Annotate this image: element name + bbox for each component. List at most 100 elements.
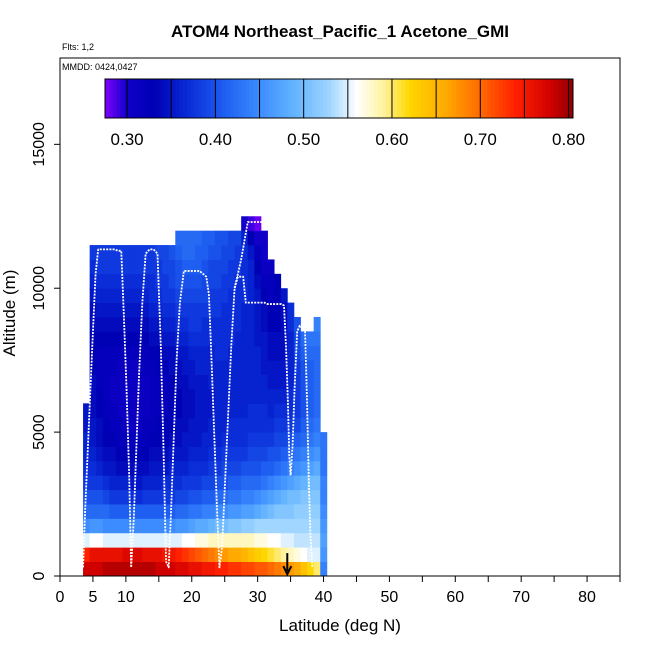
curtain-cell bbox=[122, 403, 130, 419]
colorbar-swatch bbox=[249, 79, 254, 118]
curtain-cell bbox=[148, 475, 156, 491]
curtain-cell bbox=[195, 432, 203, 447]
curtain-cell bbox=[280, 388, 288, 404]
curtain-cell bbox=[181, 432, 189, 447]
curtain-cell bbox=[135, 532, 143, 548]
colorbar-swatch bbox=[491, 79, 496, 118]
curtain-cell bbox=[195, 460, 203, 476]
curtain-cell bbox=[254, 532, 262, 548]
curtain-cell bbox=[274, 331, 282, 347]
curtain-cell bbox=[320, 460, 328, 476]
curtain-cell bbox=[254, 317, 262, 332]
curtain-cell bbox=[254, 360, 262, 375]
curtain-cell bbox=[116, 446, 123, 462]
curtain-cell bbox=[254, 331, 262, 347]
curtain-cell bbox=[274, 504, 282, 519]
curtain-cell bbox=[234, 259, 242, 275]
curtain-cell bbox=[247, 532, 255, 548]
colorbar-swatch bbox=[569, 79, 574, 118]
curtain-cell bbox=[102, 331, 110, 347]
curtain-cell bbox=[116, 518, 123, 534]
curtain-cell bbox=[221, 273, 229, 289]
curtain-cell bbox=[208, 475, 216, 491]
curtain-cell bbox=[293, 374, 301, 390]
curtain-cell bbox=[307, 561, 315, 577]
curtain-cell bbox=[162, 489, 170, 505]
colorbar-swatch bbox=[222, 79, 227, 118]
colorbar-swatch bbox=[565, 79, 570, 118]
curtain-cell bbox=[181, 475, 189, 491]
curtain-cell bbox=[109, 331, 117, 347]
curtain-cell bbox=[320, 432, 328, 447]
curtain-cell bbox=[168, 532, 176, 548]
colorbar-swatch bbox=[409, 79, 414, 118]
colorbar-swatch bbox=[116, 79, 122, 118]
curtain-cell bbox=[267, 403, 275, 419]
curtain-cell bbox=[214, 504, 222, 519]
curtain-cell bbox=[201, 446, 209, 462]
curtain-cell bbox=[300, 547, 308, 563]
curtain-cell bbox=[247, 417, 255, 433]
curtain-cell bbox=[188, 388, 196, 404]
curtain-cell bbox=[214, 345, 222, 361]
curtain-cell bbox=[175, 417, 183, 433]
curtain-cell bbox=[148, 489, 156, 505]
colorbar-swatch bbox=[210, 79, 215, 118]
curtain-cell bbox=[241, 317, 249, 332]
curtain-cell bbox=[195, 475, 203, 491]
curtain-cell bbox=[241, 388, 249, 404]
colorbar-swatch bbox=[186, 79, 192, 118]
curtain-cell bbox=[116, 360, 123, 375]
curtain-cell bbox=[208, 489, 216, 505]
curtain-cell bbox=[228, 561, 235, 577]
curtain-cell bbox=[214, 360, 222, 375]
curtain-cell bbox=[142, 388, 150, 404]
curtain-cell bbox=[214, 374, 222, 390]
curtain-cell bbox=[188, 446, 196, 462]
curtain-cell bbox=[201, 374, 209, 390]
curtain-cell bbox=[155, 259, 163, 275]
colorbar-swatch bbox=[483, 79, 488, 118]
curtain-cell bbox=[102, 532, 110, 548]
curtain-cell bbox=[208, 532, 216, 548]
curtain-cell bbox=[228, 432, 235, 447]
curtain-cell bbox=[89, 460, 97, 476]
curtain-cell bbox=[181, 547, 189, 563]
curtain-cell bbox=[320, 489, 328, 505]
curtain-cell bbox=[188, 504, 196, 519]
colorbar-swatch bbox=[245, 79, 250, 118]
curtain-cell bbox=[293, 446, 301, 462]
curtain-cell bbox=[168, 374, 176, 390]
curtain-cell bbox=[300, 345, 308, 361]
colorbar-swatch bbox=[366, 79, 371, 118]
curtain-cell bbox=[274, 475, 282, 491]
colorbar-swatch bbox=[303, 79, 309, 118]
curtain-cell bbox=[162, 360, 170, 375]
flight-track bbox=[82, 248, 314, 569]
curtain-cell bbox=[148, 345, 156, 361]
curtain-cell bbox=[148, 374, 156, 390]
curtain-cell bbox=[142, 360, 150, 375]
curtain-cell bbox=[267, 360, 275, 375]
curtain-cell bbox=[135, 345, 143, 361]
curtain-cell bbox=[228, 230, 235, 246]
curtain-cell bbox=[280, 374, 288, 390]
curtain-cell bbox=[175, 230, 183, 246]
curtain-cell bbox=[254, 273, 262, 289]
curtain-cell bbox=[175, 446, 183, 462]
curtain-cell bbox=[175, 475, 183, 491]
curtain-cell bbox=[122, 518, 130, 534]
curtain-cell bbox=[109, 388, 117, 404]
curtain-cell bbox=[221, 432, 229, 447]
curtain-cell bbox=[142, 302, 150, 318]
curtain-cell bbox=[241, 259, 249, 275]
curtain-cell bbox=[267, 374, 275, 390]
curtain-cell bbox=[214, 388, 222, 404]
colorbar-swatch bbox=[393, 79, 398, 118]
curtain-cell bbox=[195, 245, 203, 260]
curtain-cell bbox=[280, 547, 288, 563]
curtain-cell bbox=[148, 532, 156, 548]
curtain-cell bbox=[162, 331, 170, 347]
y-axis-label: Altitude (m) bbox=[0, 270, 19, 357]
curtain-cell bbox=[234, 432, 242, 447]
